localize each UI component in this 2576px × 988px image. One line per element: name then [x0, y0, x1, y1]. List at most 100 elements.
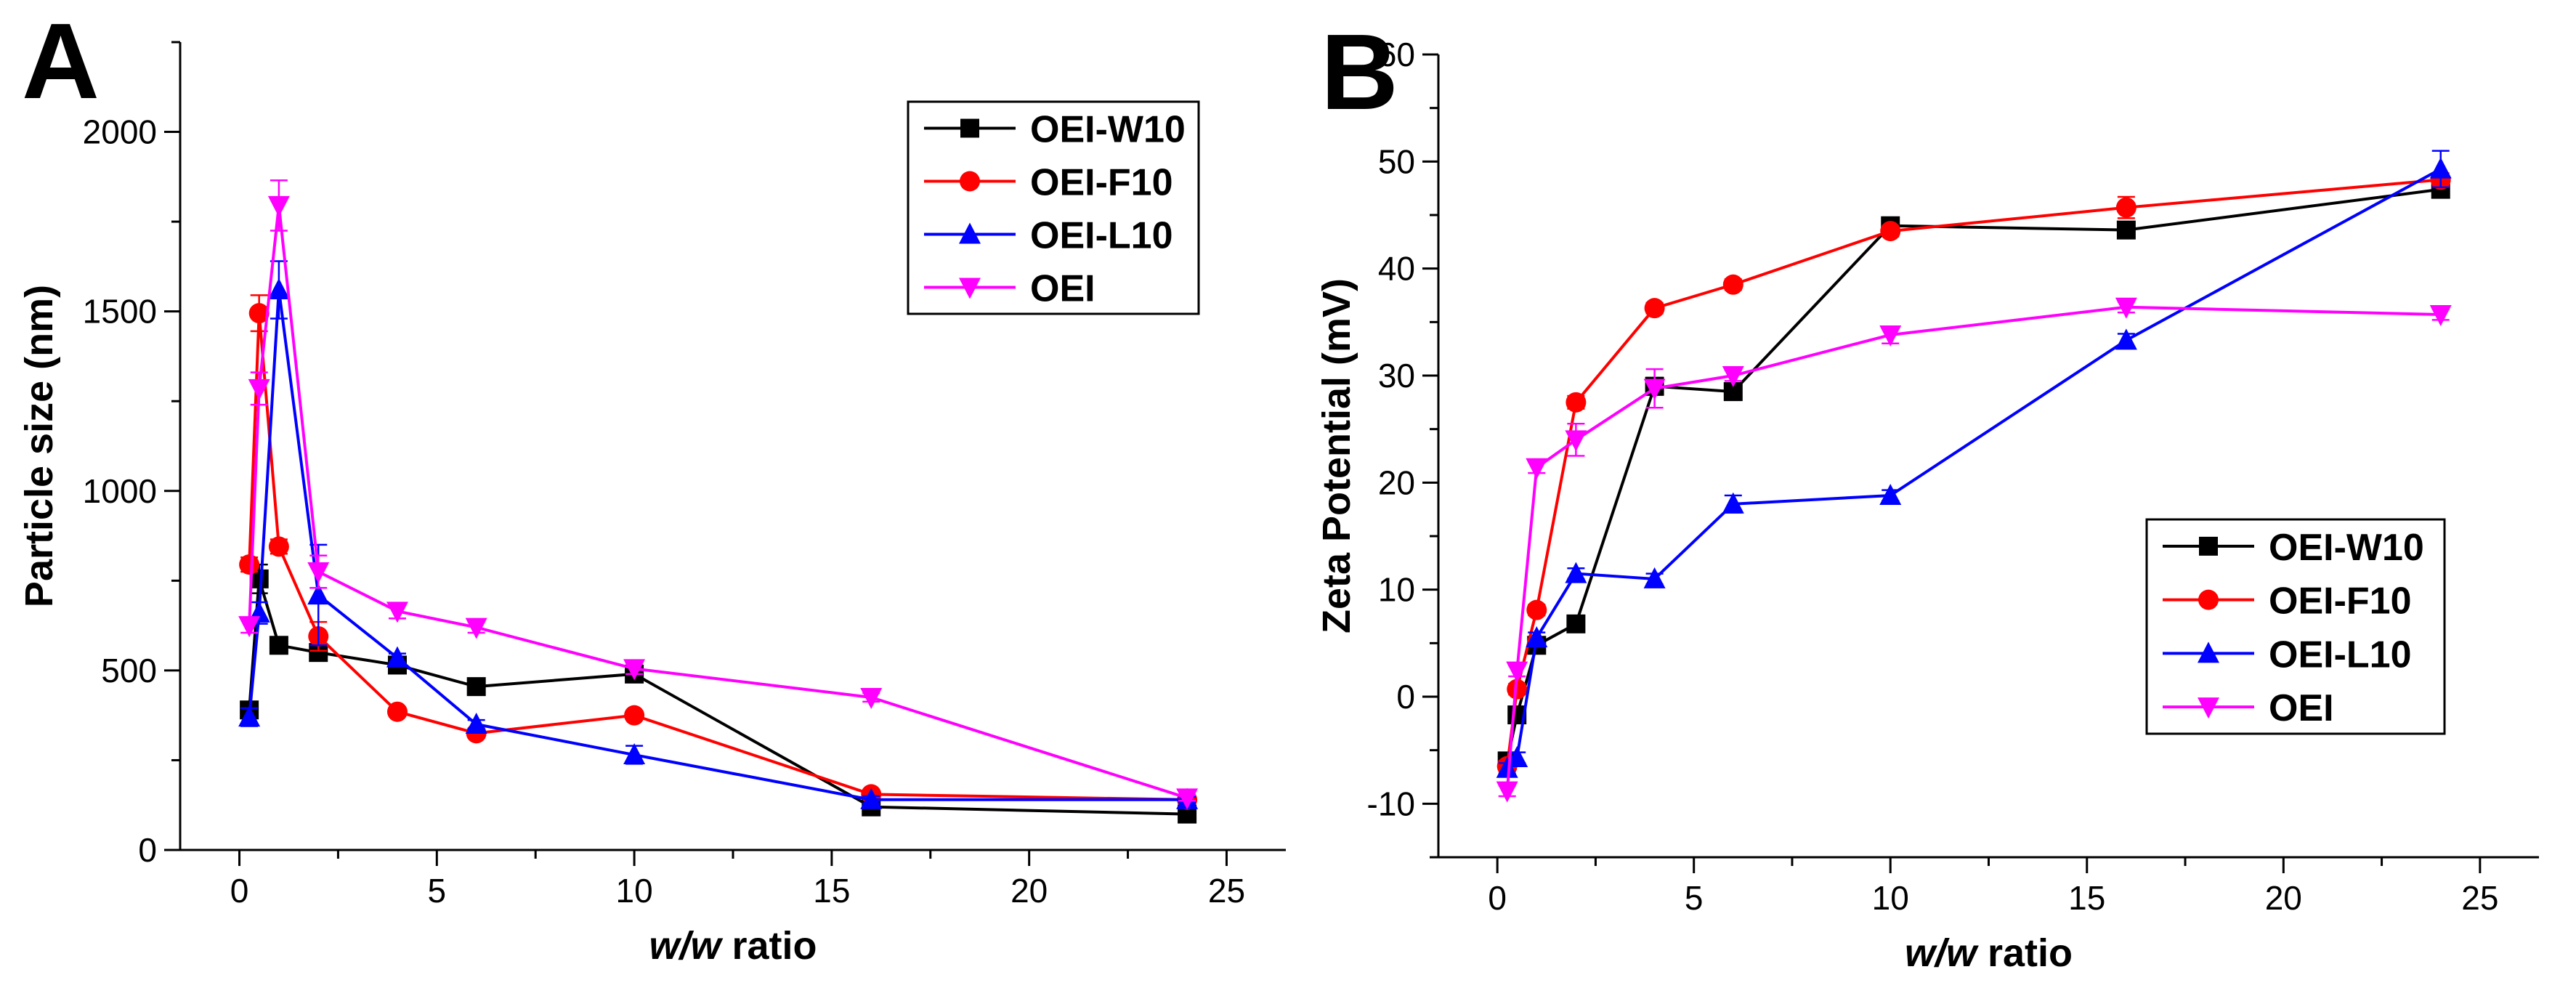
y-axis-title: Particle size (nm) [17, 285, 61, 607]
legend-label: OEI-F10 [2269, 580, 2412, 623]
legend-box [907, 100, 1200, 315]
x-tick-label: 25 [1208, 872, 1245, 910]
series-line [248, 578, 1188, 816]
series-oei [1496, 297, 2452, 803]
data-point [1643, 567, 1666, 588]
y-tick-label: 0 [138, 831, 157, 869]
legend-marker [959, 278, 981, 299]
data-point [860, 687, 883, 709]
data-point [386, 646, 408, 668]
y-tick-label: 1500 [83, 293, 157, 331]
panel-letter: B [1321, 12, 1398, 132]
data-point [386, 701, 408, 722]
x-tick-label: 0 [1488, 879, 1507, 917]
data-point [1565, 430, 1587, 452]
data-point [238, 705, 261, 727]
data-point [307, 583, 330, 605]
data-point [465, 713, 487, 734]
data-point [1565, 562, 1587, 583]
x-tick-label: 15 [2068, 879, 2105, 917]
y-tick-label: 1000 [83, 472, 157, 510]
x-tick-label: 20 [1010, 872, 1048, 910]
data-point [1526, 599, 1547, 620]
data-point [2115, 297, 2137, 319]
series-oei-f10 [239, 294, 1198, 810]
legend: OEI-W10 OEI-F10 OEI-L10 OEI [907, 100, 1200, 315]
data-point [1506, 745, 1528, 767]
x-tick-label: 25 [2461, 879, 2498, 917]
panel-a: A 0 5 10 15 20 25 0 500 1000 1500 2000 w/w ratio Part… [17, 1, 1286, 968]
data-point [2115, 328, 2137, 350]
legend-label: OEI [2269, 687, 2334, 729]
legend-marker [959, 222, 981, 244]
x-axis-title-rest: ratio [1977, 931, 2073, 975]
data-point [1879, 484, 1902, 506]
y-tick-label: 40 [1378, 250, 1415, 288]
data-point [1496, 756, 1518, 778]
x-axis-title-rest: ratio [721, 924, 817, 968]
series-line [248, 312, 1188, 801]
data-point [1496, 781, 1518, 803]
data-point [1722, 492, 1744, 514]
data-point [1506, 661, 1528, 683]
data-point [307, 562, 330, 583]
data-point [2429, 157, 2452, 179]
y-tick-label: 500 [101, 652, 157, 689]
data-point [2429, 305, 2452, 327]
data-point [1507, 679, 1528, 700]
legend-marker [2198, 589, 2219, 610]
data-point [269, 636, 288, 655]
data-point [1643, 378, 1666, 400]
data-point [238, 616, 261, 638]
y-tick-label: 50 [1378, 142, 1415, 180]
data-point [267, 278, 290, 300]
x-tick-label: 0 [230, 872, 249, 910]
legend-label: OEI-W10 [1030, 109, 1186, 151]
legend-label: OEI-F10 [1030, 162, 1173, 204]
legend-marker [960, 171, 980, 192]
x-axis-title: w/w ratio [649, 924, 817, 968]
data-point [623, 659, 646, 681]
y-tick-label: -10 [1367, 785, 1415, 822]
legend-marker [2198, 697, 2219, 719]
x-tick-label: 10 [616, 872, 653, 910]
data-point [239, 554, 260, 575]
x-tick-label: 5 [428, 872, 447, 910]
data-point [466, 677, 486, 697]
x-axis-title-italic: w/w [1905, 931, 1979, 975]
legend-box [2145, 518, 2446, 735]
series-oei-l10 [238, 260, 1199, 809]
data-point [1566, 392, 1587, 413]
data-point [1176, 788, 1199, 810]
x-axis-title-italic: w/w [649, 924, 723, 968]
data-point [623, 743, 646, 765]
data-point [1879, 325, 1902, 347]
legend-label: OEI [1030, 268, 1095, 310]
legend: OEI-W10 OEI-F10 OEI-L10 OEI [2145, 518, 2446, 735]
series-line [248, 289, 1188, 801]
y-tick-label: 30 [1378, 357, 1415, 394]
x-tick-label: 5 [1685, 879, 1704, 917]
y-tick-label: 20 [1378, 463, 1415, 501]
legend-label: OEI-L10 [1030, 215, 1173, 257]
panel-b: B 0 5 10 15 20 25 -10 0 10 20 30 40 50 60 w/w ratio Zeta… [1315, 12, 2539, 975]
data-point [386, 602, 408, 623]
data-point [1526, 458, 1548, 479]
x-tick-label: 10 [1872, 879, 1909, 917]
y-tick-label: 0 [1396, 678, 1415, 716]
x-tick-label: 20 [2265, 879, 2302, 917]
data-point [860, 787, 883, 809]
y-axis-title: Zeta Potential (mV) [1315, 278, 1358, 633]
data-point [2116, 220, 2136, 240]
panel-letter: A [22, 1, 100, 121]
data-point [267, 195, 290, 217]
legend-label: OEI-W10 [2269, 527, 2424, 569]
series-oei [238, 179, 1199, 810]
data-point [1722, 274, 1743, 295]
data-point [248, 303, 270, 324]
legend-label: OEI-L10 [2269, 633, 2412, 676]
x-axis-title: w/w ratio [1905, 931, 2073, 975]
data-point [2115, 197, 2136, 218]
data-point [1722, 366, 1744, 387]
